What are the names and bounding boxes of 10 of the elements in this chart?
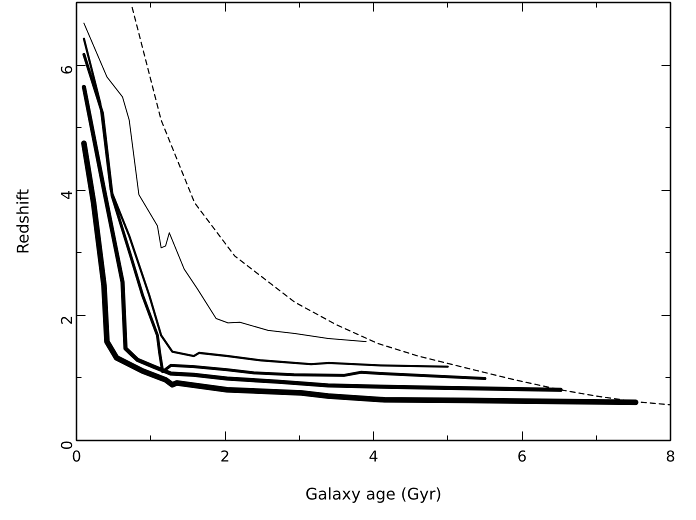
x-tick-label: 8 bbox=[666, 448, 676, 466]
y-tick-label: 6 bbox=[58, 65, 76, 75]
x-axis-title: Galaxy age (Gyr) bbox=[305, 484, 442, 504]
y-axis-title: Redshift bbox=[14, 189, 32, 254]
y-tick-label: 2 bbox=[58, 315, 76, 325]
x-tick-label: 2 bbox=[220, 448, 230, 466]
x-tick-label: 6 bbox=[517, 448, 527, 466]
y-tick-label: 4 bbox=[58, 190, 76, 200]
y-tick-label: 0 bbox=[58, 440, 76, 450]
x-tick-label: 4 bbox=[368, 448, 378, 466]
